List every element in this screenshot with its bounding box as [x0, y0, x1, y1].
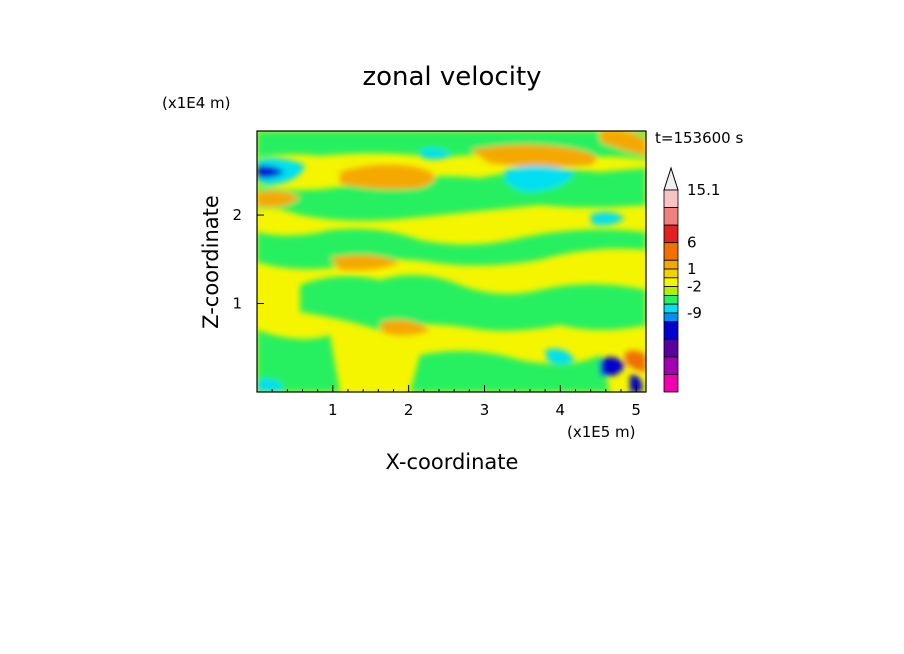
blue-patch-3: [630, 375, 642, 392]
blue-patch-2: [600, 356, 625, 377]
blue-patch-1: [257, 165, 285, 178]
x-axis-label: X-coordinate: [386, 450, 519, 474]
colorbar-segment: [663, 303, 679, 314]
orange-patch-4: [330, 254, 400, 271]
orange-patch-1: [340, 164, 435, 190]
colorbar-label: -9: [687, 304, 702, 322]
x-tick-label: 5: [631, 401, 641, 419]
y-axis: 12: [232, 206, 264, 313]
green-band-5: [257, 330, 340, 392]
y-axis-label: Z-coordinate: [199, 195, 223, 329]
x-axis: 1 2 3 4 5: [271, 385, 641, 419]
y-tick-label: 2: [232, 206, 242, 224]
colorbar-segment: [663, 286, 679, 296]
chart-title: zonal velocity: [362, 62, 541, 92]
orange-patch-2: [470, 144, 597, 168]
velocity-field: [257, 131, 646, 392]
y-multiplier-label: (x1E4 m): [162, 94, 231, 112]
x-tick-label: 3: [480, 401, 490, 419]
x-multiplier-label: (x1E5 m): [567, 423, 636, 441]
green-band-6: [410, 351, 610, 392]
colorbar-segment: [663, 312, 679, 323]
colorbar-label: 15.1: [687, 181, 720, 199]
colorbar-segment: [663, 356, 679, 375]
time-label: t=153600 s: [655, 129, 743, 147]
colorbar: 15.1 6 1-2 -9: [663, 166, 720, 393]
plot-frame: [256, 130, 647, 393]
orange-patch-3: [257, 190, 300, 207]
x-tick-label: 2: [404, 401, 414, 419]
colorbar-segment: [663, 374, 679, 393]
x-tick-label: 1: [328, 401, 338, 419]
orange-patch-5: [380, 319, 430, 336]
green-band-4: [300, 275, 646, 331]
cyan-patch-2: [505, 165, 575, 192]
colorbar-segment: [663, 207, 679, 226]
colorbar-segment: [663, 268, 679, 279]
colorbar-label: 1: [687, 260, 697, 278]
cyan-patch-4: [590, 212, 625, 226]
colorbar-segment: [663, 338, 679, 358]
plot-area: [256, 130, 647, 393]
y-tick-label: 1: [232, 295, 242, 313]
colorbar-label: -2: [687, 278, 702, 296]
orange-patch-6: [600, 131, 646, 156]
cyan-patch-6: [257, 378, 282, 392]
colorbar-segment: [663, 321, 679, 340]
colorbar-segment: [663, 259, 679, 270]
colorbar-segment: [663, 224, 679, 244]
cyan-patch-5: [545, 348, 575, 364]
colorbar-label: 6: [687, 234, 697, 252]
colorbar-arrow: [663, 166, 679, 191]
colorbar-segment: [663, 242, 679, 261]
colorbar-segment: [663, 277, 679, 288]
orange-patch-7: [625, 350, 646, 372]
cyan-patch-3: [420, 148, 452, 160]
x-tick-label: 4: [556, 401, 566, 419]
colorbar-segment: [663, 189, 679, 208]
colorbar-segment: [663, 294, 679, 305]
